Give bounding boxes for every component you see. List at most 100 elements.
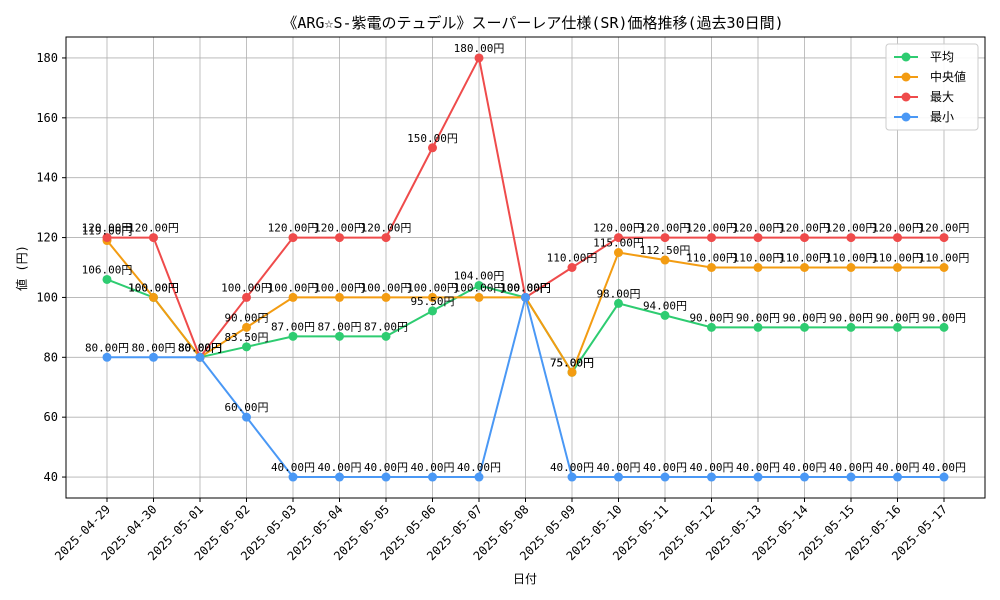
- data-point: [800, 472, 809, 482]
- data-point: [707, 263, 716, 272]
- data-point: [381, 292, 391, 302]
- data-point: [567, 472, 577, 482]
- data-point: [102, 233, 112, 243]
- data-point: [707, 233, 716, 243]
- data-point: [800, 322, 809, 332]
- y-tick-label: 140: [36, 171, 58, 185]
- data-label: 40.00円: [364, 461, 408, 474]
- data-point: [335, 331, 344, 341]
- data-label: 40.00円: [550, 461, 594, 474]
- data-point: [753, 472, 763, 482]
- data-label: 80.00円: [131, 341, 175, 354]
- data-label: 110.00円: [686, 252, 737, 265]
- data-label: 80.00円: [85, 341, 129, 354]
- data-point: [846, 263, 856, 272]
- data-label: 110.00円: [826, 252, 877, 265]
- data-label: 120.00円: [686, 222, 737, 235]
- data-label: 40.00円: [875, 461, 919, 474]
- data-point: [660, 310, 670, 320]
- data-label: 40.00円: [829, 461, 873, 474]
- y-tick-label: 180: [36, 51, 58, 65]
- data-label: 120.00円: [872, 222, 923, 235]
- data-point: [149, 352, 158, 362]
- data-point: [428, 306, 437, 316]
- data-label: 75.00円: [550, 356, 594, 369]
- data-label: 110.00円: [733, 252, 784, 265]
- data-label: 120.00円: [919, 222, 970, 235]
- data-label: 90.00円: [224, 311, 268, 324]
- data-label: 75.00円: [550, 356, 594, 369]
- data-label: 60.00円: [224, 401, 268, 414]
- data-label: 90.00円: [689, 311, 733, 324]
- data-point: [335, 472, 344, 482]
- data-point: [846, 472, 856, 482]
- data-label: 100.00円: [407, 281, 458, 294]
- data-label: 83.50円: [224, 331, 268, 344]
- data-label: 110.00円: [779, 252, 830, 265]
- data-point: [288, 472, 298, 482]
- data-point: [753, 233, 763, 243]
- data-label: 40.00円: [689, 461, 733, 474]
- y-tick-label: 40: [44, 470, 58, 484]
- data-point: [474, 292, 484, 302]
- y-tick-label: 160: [36, 111, 58, 125]
- data-point: [846, 233, 856, 243]
- data-label: 90.00円: [922, 311, 966, 324]
- y-axis-label: 値 (円): [14, 245, 29, 291]
- data-point: [428, 292, 437, 302]
- data-point: [242, 412, 251, 422]
- data-point: [614, 472, 623, 482]
- data-point: [846, 322, 856, 332]
- data-label: 40.00円: [410, 461, 454, 474]
- data-label: 100.00円: [128, 281, 179, 294]
- data-point: [242, 292, 251, 302]
- data-point: [335, 233, 344, 243]
- y-tick-label: 100: [36, 290, 58, 304]
- data-point: [939, 322, 949, 332]
- data-point: [707, 472, 716, 482]
- data-point: [567, 367, 577, 377]
- legend-label: 最小: [930, 110, 954, 124]
- data-point: [893, 472, 902, 482]
- data-point: [428, 143, 437, 153]
- data-label: 110.00円: [547, 252, 598, 265]
- data-label: 119.00円: [82, 225, 133, 238]
- data-point: [893, 233, 902, 243]
- data-label: 150.00円: [407, 132, 458, 145]
- data-point: [288, 233, 298, 243]
- data-label: 87.00円: [271, 320, 315, 333]
- data-label: 40.00円: [643, 461, 687, 474]
- data-label: 100.00円: [361, 281, 412, 294]
- data-label: 80.00円: [178, 341, 222, 354]
- data-label: 87.00円: [317, 320, 361, 333]
- data-point: [242, 342, 251, 352]
- data-point: [474, 280, 484, 290]
- data-label: 40.00円: [782, 461, 826, 474]
- data-label: 40.00円: [271, 461, 315, 474]
- data-label: 104.00円: [454, 269, 505, 282]
- data-label: 100.00円: [268, 281, 319, 294]
- y-tick-label: 80: [44, 350, 58, 364]
- data-label: 110.00円: [872, 252, 923, 265]
- data-point: [521, 292, 530, 302]
- data-label: 40.00円: [736, 461, 780, 474]
- data-point: [102, 352, 112, 362]
- data-point: [800, 233, 809, 243]
- data-label: 98.00円: [596, 287, 640, 300]
- data-label: 100.00円: [500, 281, 551, 294]
- data-point: [474, 53, 484, 63]
- data-point: [800, 263, 809, 272]
- data-point: [381, 472, 391, 482]
- y-tick-label: 60: [44, 410, 58, 424]
- data-label: 120.00円: [593, 222, 644, 235]
- data-point: [381, 233, 391, 243]
- legend-label: 平均: [930, 50, 954, 64]
- chart-title: 《ARG☆S-紫電のテュデル》スーパーレア仕様(SR)価格推移(過去30日間): [282, 14, 783, 32]
- data-point: [939, 263, 949, 272]
- data-point: [288, 292, 298, 302]
- data-label: 90.00円: [782, 311, 826, 324]
- data-label: 120.00円: [82, 222, 133, 235]
- data-label: 120.00円: [640, 222, 691, 235]
- data-point: [242, 322, 251, 332]
